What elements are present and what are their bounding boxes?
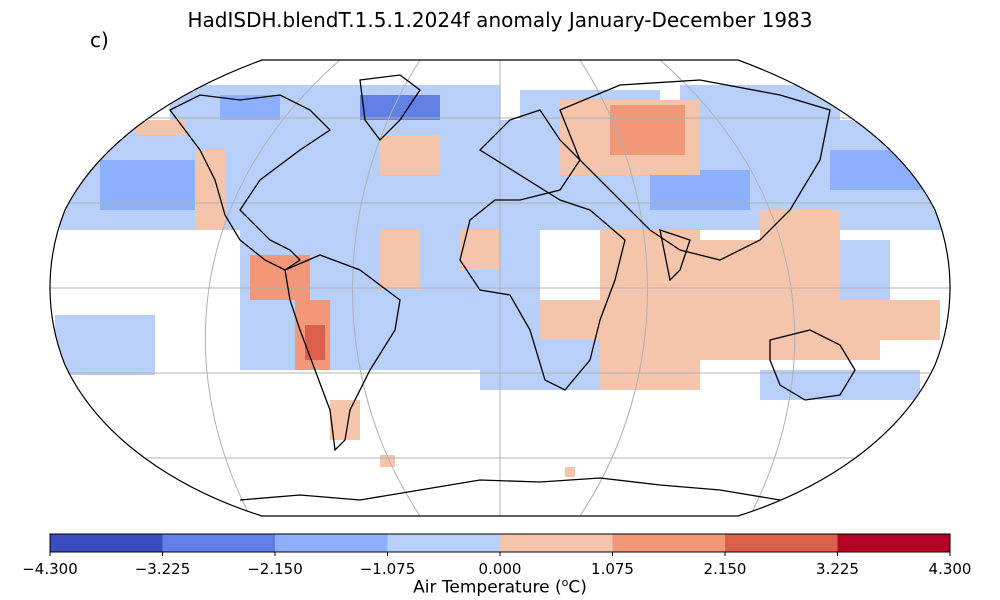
grid-cell: [330, 400, 360, 440]
colorbar-tick-label: −2.150: [247, 560, 303, 578]
colorbar-segment: [612, 534, 726, 552]
colorbar-label-suffix: C): [568, 577, 587, 598]
colorbar-segment: [162, 534, 276, 552]
map-title: HadISDH.blendT.1.5.1.2024f anomaly Janua…: [187, 8, 813, 32]
grid-cell: [610, 105, 685, 155]
colorbar-segment: [837, 534, 951, 552]
colorbar-tick-label: −4.300: [22, 560, 78, 578]
colorbar-tick-label: 4.300: [928, 560, 972, 578]
colorbar-segment: [50, 534, 163, 552]
colorbar-tick-label: −3.225: [134, 560, 191, 578]
colorbar-tick-label: 2.150: [703, 560, 747, 578]
grid-cell: [380, 230, 420, 290]
grid-cell: [250, 255, 310, 300]
grid-cell: [650, 170, 750, 210]
map-canvas: [49, 59, 951, 517]
globe-outline: [49, 59, 951, 517]
grid-cell: [195, 150, 225, 230]
grid-cell: [830, 150, 950, 190]
colorbar-segment: [725, 534, 838, 552]
colorbar-label-prefix: Air Temperature (: [413, 577, 562, 598]
anomaly-grid: [55, 85, 950, 477]
grid-cell: [600, 230, 700, 390]
grid-cell: [565, 467, 575, 477]
graticule: [50, 60, 950, 516]
colorbar-tick-label: 3.225: [816, 560, 859, 578]
colorbar-label-sup: o: [561, 576, 569, 589]
coastlines: [169, 74, 856, 501]
colorbar-segment: [387, 534, 501, 552]
grid-cell: [135, 120, 185, 135]
colorbar: [49, 533, 951, 556]
grid-cell: [460, 230, 500, 270]
grid-cell: [55, 315, 155, 375]
panel-label: c): [90, 28, 109, 52]
grid-cell: [840, 240, 890, 300]
colorbar-tick-label: −1.075: [359, 560, 416, 578]
grid-cell: [880, 300, 940, 340]
colorbar-segment: [275, 534, 388, 552]
grid-cell: [680, 85, 840, 120]
colorbar-tick-label: 0.000: [478, 560, 522, 578]
grid-cell: [305, 325, 325, 360]
colorbar-tick-label: 1.075: [591, 560, 634, 578]
colorbar-segment: [500, 534, 613, 552]
grid-cell: [170, 85, 500, 120]
grid-cell: [380, 135, 440, 175]
colorbar-label: Air Temperature (oC): [0, 576, 1000, 598]
